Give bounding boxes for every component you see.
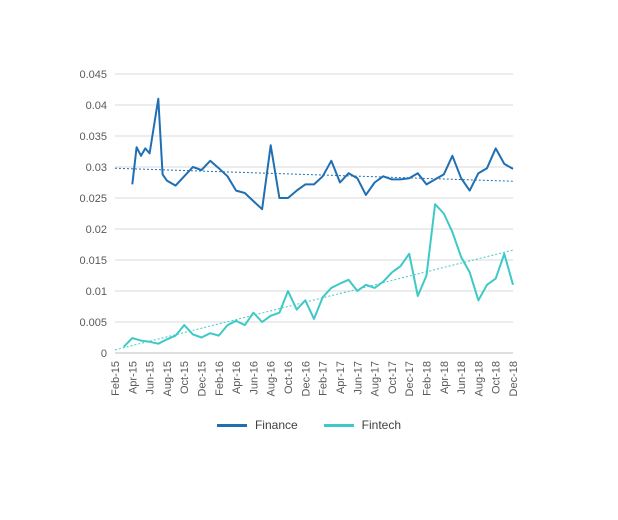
y-tick-label: 0.02 (86, 224, 107, 236)
x-tick-label: Apr-16 (231, 361, 243, 394)
x-tick-label: Aug-17 (370, 361, 382, 396)
x-tick-label: Jun-17 (352, 361, 364, 395)
x-tick-label: Feb-15 (110, 361, 122, 396)
x-tick-label: Feb-16 (214, 361, 226, 396)
y-tick-label: 0.03 (86, 162, 107, 174)
y-tick-label: 0.01 (86, 286, 107, 298)
legend-item-finance[interactable]: Finance (216, 418, 298, 432)
x-tick-label: Dec-17 (404, 361, 416, 396)
trendline-fintech (114, 249, 514, 351)
x-tick-label: Aug-18 (473, 361, 485, 396)
x-axis-ticks: Feb-15 Apr-15 Jun-15 Aug-15 Oct-15 Dec-15 Feb-… (110, 361, 520, 396)
y-tick-label: 0.035 (79, 131, 107, 143)
legend-item-fintech[interactable]: Fintech (323, 418, 402, 432)
y-tick-label: 0.025 (79, 193, 107, 205)
legend-swatch-finance (216, 423, 247, 427)
x-tick-label: Aug-16 (266, 361, 278, 396)
x-tick-label: Dec-18 (508, 361, 520, 396)
x-tick-label: Oct-17 (387, 361, 399, 394)
y-tick-label: 0.015 (79, 255, 107, 267)
x-tick-label: Apr-18 (439, 361, 451, 394)
trendline-finance (114, 167, 514, 182)
y-axis-ticks: 0 0.005 0.01 0.015 0.02 0.025 0.03 0.035 0.04 0.0… (79, 69, 107, 360)
x-tick-label: Oct-18 (491, 361, 503, 394)
x-tick-label: Feb-17 (318, 361, 330, 396)
x-tick-label: Feb-18 (421, 361, 433, 396)
x-tick-label: Apr-17 (335, 361, 347, 394)
x-tick-label: Oct-16 (283, 361, 295, 394)
x-tick-label: Dec-15 (197, 361, 209, 396)
y-tick-label: 0.005 (79, 317, 107, 329)
series-lines (122, 97, 514, 348)
trendlines (114, 167, 514, 351)
x-tick-label: Dec-16 (300, 361, 312, 396)
y-tick-label: 0.04 (86, 100, 107, 112)
x-tick-label: Aug-15 (162, 361, 174, 396)
x-tick-label: Jun-15 (145, 361, 157, 395)
series-line-finance (131, 97, 514, 211)
y-tick-label: 0 (101, 348, 107, 360)
legend-label-fintech: Fintech (361, 418, 402, 432)
y-tick-label: 0.045 (79, 69, 107, 81)
x-tick-label: Jun-16 (248, 361, 260, 395)
series-line-fintech (122, 203, 514, 348)
legend: Finance Fintech (0, 418, 618, 432)
legend-label-finance: Finance (254, 418, 298, 432)
gridlines (115, 73, 513, 323)
x-tick-label: Apr-15 (127, 361, 139, 394)
x-tick-label: Oct-15 (179, 361, 191, 394)
x-tick-label: Jun-18 (456, 361, 468, 395)
legend-swatch-fintech (323, 423, 354, 427)
